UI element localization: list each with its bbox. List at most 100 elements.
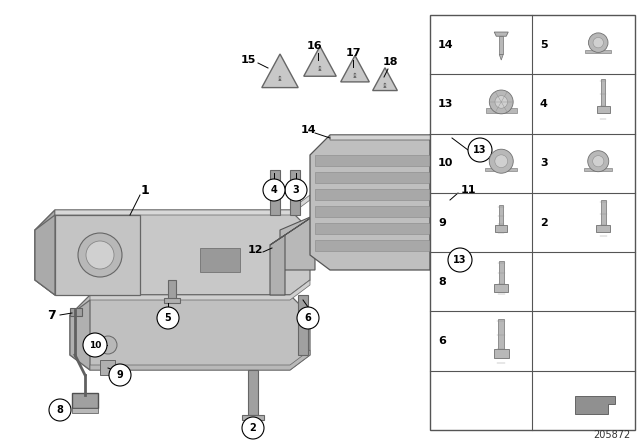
Text: ↨: ↨: [277, 76, 283, 82]
Polygon shape: [485, 168, 517, 171]
Polygon shape: [55, 195, 310, 215]
Circle shape: [285, 179, 307, 201]
Circle shape: [490, 90, 513, 114]
Polygon shape: [430, 15, 635, 430]
Text: 5: 5: [540, 39, 548, 50]
Circle shape: [78, 233, 122, 277]
Text: 14: 14: [300, 125, 316, 135]
Circle shape: [99, 336, 117, 354]
Polygon shape: [499, 261, 504, 284]
Text: 16: 16: [307, 41, 323, 51]
Circle shape: [489, 149, 513, 173]
Circle shape: [593, 38, 604, 48]
Polygon shape: [35, 210, 55, 295]
Text: 9: 9: [116, 370, 124, 380]
Polygon shape: [70, 308, 82, 316]
Text: 1: 1: [141, 184, 149, 197]
Circle shape: [49, 399, 71, 421]
Polygon shape: [315, 223, 435, 234]
Polygon shape: [493, 349, 509, 358]
Circle shape: [448, 248, 472, 272]
Text: 6: 6: [438, 336, 446, 346]
Circle shape: [495, 95, 508, 108]
Text: 3: 3: [292, 185, 300, 195]
Text: 6: 6: [305, 313, 312, 323]
Polygon shape: [596, 224, 611, 232]
Polygon shape: [270, 215, 315, 245]
Text: 4: 4: [540, 99, 548, 109]
Polygon shape: [298, 295, 308, 355]
Polygon shape: [575, 396, 615, 414]
Polygon shape: [304, 46, 336, 76]
Polygon shape: [90, 350, 310, 370]
Polygon shape: [164, 298, 180, 303]
Polygon shape: [72, 408, 98, 413]
Circle shape: [109, 364, 131, 386]
Polygon shape: [315, 240, 435, 251]
Polygon shape: [601, 200, 605, 224]
Polygon shape: [499, 319, 504, 349]
Polygon shape: [596, 106, 610, 113]
Circle shape: [157, 307, 179, 329]
Circle shape: [589, 33, 608, 52]
Text: 5: 5: [164, 313, 172, 323]
Text: 11: 11: [460, 185, 476, 195]
Polygon shape: [315, 206, 435, 217]
Polygon shape: [494, 32, 508, 36]
Text: ↨: ↨: [317, 66, 323, 72]
Polygon shape: [499, 55, 503, 60]
Text: 7: 7: [47, 309, 56, 322]
Polygon shape: [499, 36, 503, 55]
Polygon shape: [290, 170, 300, 215]
Text: 8: 8: [56, 405, 63, 415]
Polygon shape: [315, 189, 435, 200]
Circle shape: [86, 241, 114, 269]
Text: 2: 2: [540, 217, 548, 228]
Text: 18: 18: [382, 57, 397, 67]
Text: ↨: ↨: [352, 73, 358, 79]
Polygon shape: [35, 215, 55, 295]
Polygon shape: [340, 56, 369, 82]
Text: 10: 10: [438, 158, 453, 168]
Circle shape: [263, 179, 285, 201]
Polygon shape: [430, 120, 450, 270]
Polygon shape: [585, 50, 611, 53]
Text: 205872: 205872: [593, 430, 630, 440]
Text: 13: 13: [473, 145, 487, 155]
Text: 8: 8: [438, 277, 445, 287]
Polygon shape: [262, 54, 298, 88]
Text: 13: 13: [438, 99, 453, 109]
Polygon shape: [330, 120, 450, 140]
Polygon shape: [315, 155, 435, 166]
Text: 12: 12: [247, 245, 263, 255]
Polygon shape: [280, 215, 315, 270]
Polygon shape: [70, 300, 90, 370]
Polygon shape: [270, 170, 280, 215]
Text: 15: 15: [240, 55, 256, 65]
Polygon shape: [310, 135, 450, 270]
Text: 3: 3: [540, 158, 548, 168]
Polygon shape: [65, 240, 90, 265]
Circle shape: [297, 307, 319, 329]
Text: 4: 4: [271, 185, 277, 195]
Polygon shape: [494, 284, 508, 292]
Polygon shape: [90, 280, 310, 300]
Circle shape: [495, 155, 508, 168]
Polygon shape: [200, 248, 240, 272]
Text: 14: 14: [438, 39, 454, 50]
Circle shape: [588, 151, 609, 172]
Polygon shape: [486, 108, 516, 113]
Text: 2: 2: [250, 423, 257, 433]
Circle shape: [468, 138, 492, 162]
Polygon shape: [55, 215, 140, 295]
Polygon shape: [584, 168, 612, 171]
Polygon shape: [168, 280, 176, 300]
Polygon shape: [270, 235, 285, 295]
Polygon shape: [601, 79, 605, 106]
Text: ↨: ↨: [382, 83, 388, 89]
Text: 17: 17: [345, 48, 361, 58]
Polygon shape: [242, 415, 264, 420]
Text: 10: 10: [89, 340, 101, 349]
Polygon shape: [100, 360, 115, 375]
Polygon shape: [495, 224, 508, 232]
